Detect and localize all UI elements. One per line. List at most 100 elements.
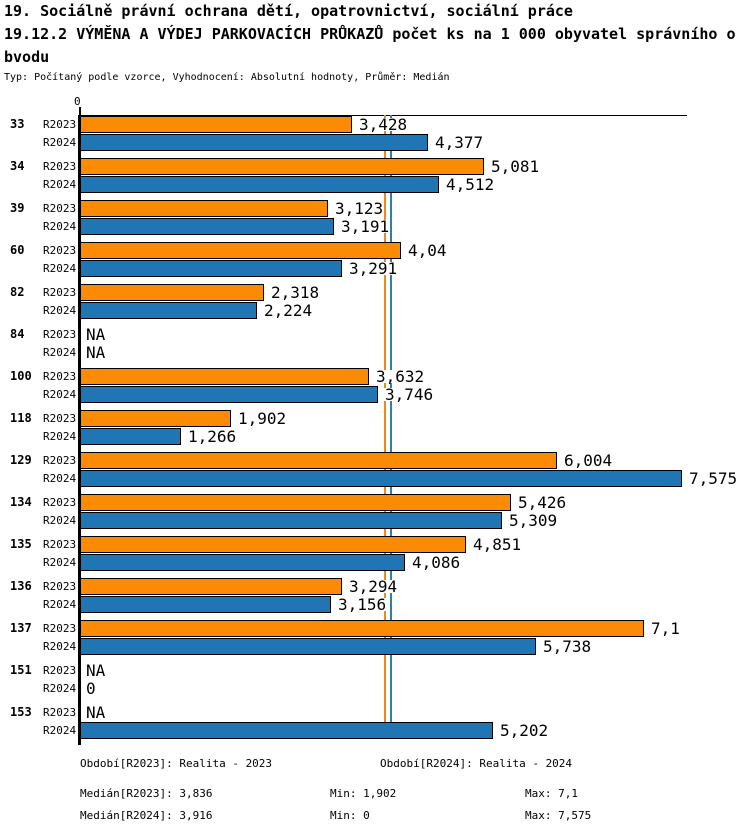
series-label-r2023: R2023: [43, 118, 77, 131]
series-label-r2023: R2023: [43, 202, 77, 215]
category-label: 118: [10, 411, 32, 425]
series-label-r2024: R2024: [43, 430, 77, 443]
value-label: 2,224: [263, 301, 314, 320]
median-line-r2024: [390, 115, 392, 739]
bar-r2024: [80, 596, 331, 613]
value-label: 5,309: [508, 511, 559, 530]
series-label-r2024: R2024: [43, 178, 77, 191]
bar-r2024: [80, 386, 378, 403]
value-label: 3,294: [348, 577, 399, 596]
series-label-r2024: R2024: [43, 136, 77, 149]
series-label-r2023: R2023: [43, 664, 77, 677]
series-label-r2024: R2024: [43, 262, 77, 275]
bar-r2024: [80, 302, 257, 319]
bar-r2023: [80, 452, 557, 469]
value-label: 4,851: [472, 535, 523, 554]
value-label: 2,318: [270, 283, 321, 302]
bar-r2023: [80, 620, 644, 637]
value-label: 7,1: [650, 619, 681, 638]
bar-r2024: [80, 428, 181, 445]
bar-r2023: [80, 200, 328, 217]
series-label-r2024: R2024: [43, 220, 77, 233]
legend-item-r2024: Období[R2024]: Realita - 2024: [380, 757, 573, 770]
category-label: 82: [10, 285, 25, 299]
category-label: 33: [10, 117, 25, 131]
bar-r2024: [80, 722, 493, 739]
axis-top-line: [80, 115, 687, 116]
category-label: 129: [10, 453, 32, 467]
median-r2023-stat: Medián[R2023]: 3,836: [80, 787, 213, 800]
series-label-r2023: R2023: [43, 286, 77, 299]
bar-r2024: [80, 638, 536, 655]
page-title: 19. Sociálně právní ochrana dětí, opatro…: [4, 2, 573, 20]
chart-meta-line: Typ: Počítaný podle vzorce, Vyhodnocení:…: [4, 72, 450, 83]
category-label: 134: [10, 495, 32, 509]
value-label: 5,738: [542, 637, 593, 656]
series-label-r2023: R2023: [43, 160, 77, 173]
series-label-r2024: R2024: [43, 682, 77, 695]
bar-r2023: [80, 158, 484, 175]
legend-item-r2023: Období[R2023]: Realita - 2023: [80, 757, 273, 770]
category-label: 60: [10, 243, 25, 257]
value-label: 5,426: [517, 493, 568, 512]
axis-zero-tick: [79, 107, 81, 115]
series-label-r2023: R2023: [43, 328, 77, 341]
bar-r2024: [80, 470, 682, 487]
min-r2023-stat: Min: 1,902: [330, 787, 397, 800]
value-label: 4,512: [445, 175, 496, 194]
bar-r2023: [80, 284, 264, 301]
value-label: 3,632: [375, 367, 426, 386]
axis-zero-label: 0: [74, 95, 81, 108]
series-label-r2024: R2024: [43, 556, 77, 569]
bar-r2023: [80, 116, 352, 133]
series-label-r2024: R2024: [43, 640, 77, 653]
value-label: NA: [85, 703, 107, 722]
bar-r2023: [80, 368, 369, 385]
min-r2024-stat: Min: 0: [330, 809, 370, 822]
category-label: 153: [10, 705, 32, 719]
category-label: 34: [10, 159, 25, 173]
series-label-r2023: R2023: [43, 370, 77, 383]
value-label: 3,191: [340, 217, 391, 236]
bar-r2024: [80, 512, 502, 529]
series-label-r2023: R2023: [43, 244, 77, 257]
value-label: 3,156: [337, 595, 388, 614]
category-label: 84: [10, 327, 25, 341]
max-r2023-stat: Max: 7,1: [525, 787, 578, 800]
category-label: 39: [10, 201, 25, 215]
bar-r2024: [80, 260, 342, 277]
bar-r2023: [80, 242, 401, 259]
series-label-r2023: R2023: [43, 496, 77, 509]
series-label-r2024: R2024: [43, 472, 77, 485]
value-label: 6,004: [563, 451, 614, 470]
bar-r2023: [80, 494, 511, 511]
series-label-r2023: R2023: [43, 706, 77, 719]
median-r2024-stat: Medián[R2024]: 3,916: [80, 809, 213, 822]
series-label-r2024: R2024: [43, 514, 77, 527]
value-label: NA: [85, 325, 107, 344]
value-label: 0: [85, 679, 97, 698]
value-label: 4,377: [434, 133, 485, 152]
value-label: 1,266: [187, 427, 238, 446]
value-label: 3,123: [334, 199, 385, 218]
bar-r2024: [80, 218, 334, 235]
bar-r2023: [80, 410, 231, 427]
bar-r2023: [80, 536, 466, 553]
chart-subtitle-line1: 19.12.2 VÝMĚNA A VÝDEJ PARKOVACÍCH PRŮKA…: [4, 25, 736, 43]
axis-vertical-line: [78, 115, 81, 745]
bar-r2024: [80, 176, 439, 193]
category-label: 136: [10, 579, 32, 593]
value-label: 1,902: [237, 409, 288, 428]
series-label-r2023: R2023: [43, 622, 77, 635]
value-label: 3,291: [348, 259, 399, 278]
value-label: 4,04: [407, 241, 448, 260]
value-label: 5,202: [499, 721, 550, 740]
series-label-r2024: R2024: [43, 724, 77, 737]
value-label: 3,746: [384, 385, 435, 404]
series-label-r2024: R2024: [43, 346, 77, 359]
value-label: 4,086: [411, 553, 462, 572]
bar-r2024: [80, 554, 405, 571]
category-label: 151: [10, 663, 32, 677]
category-label: 100: [10, 369, 32, 383]
